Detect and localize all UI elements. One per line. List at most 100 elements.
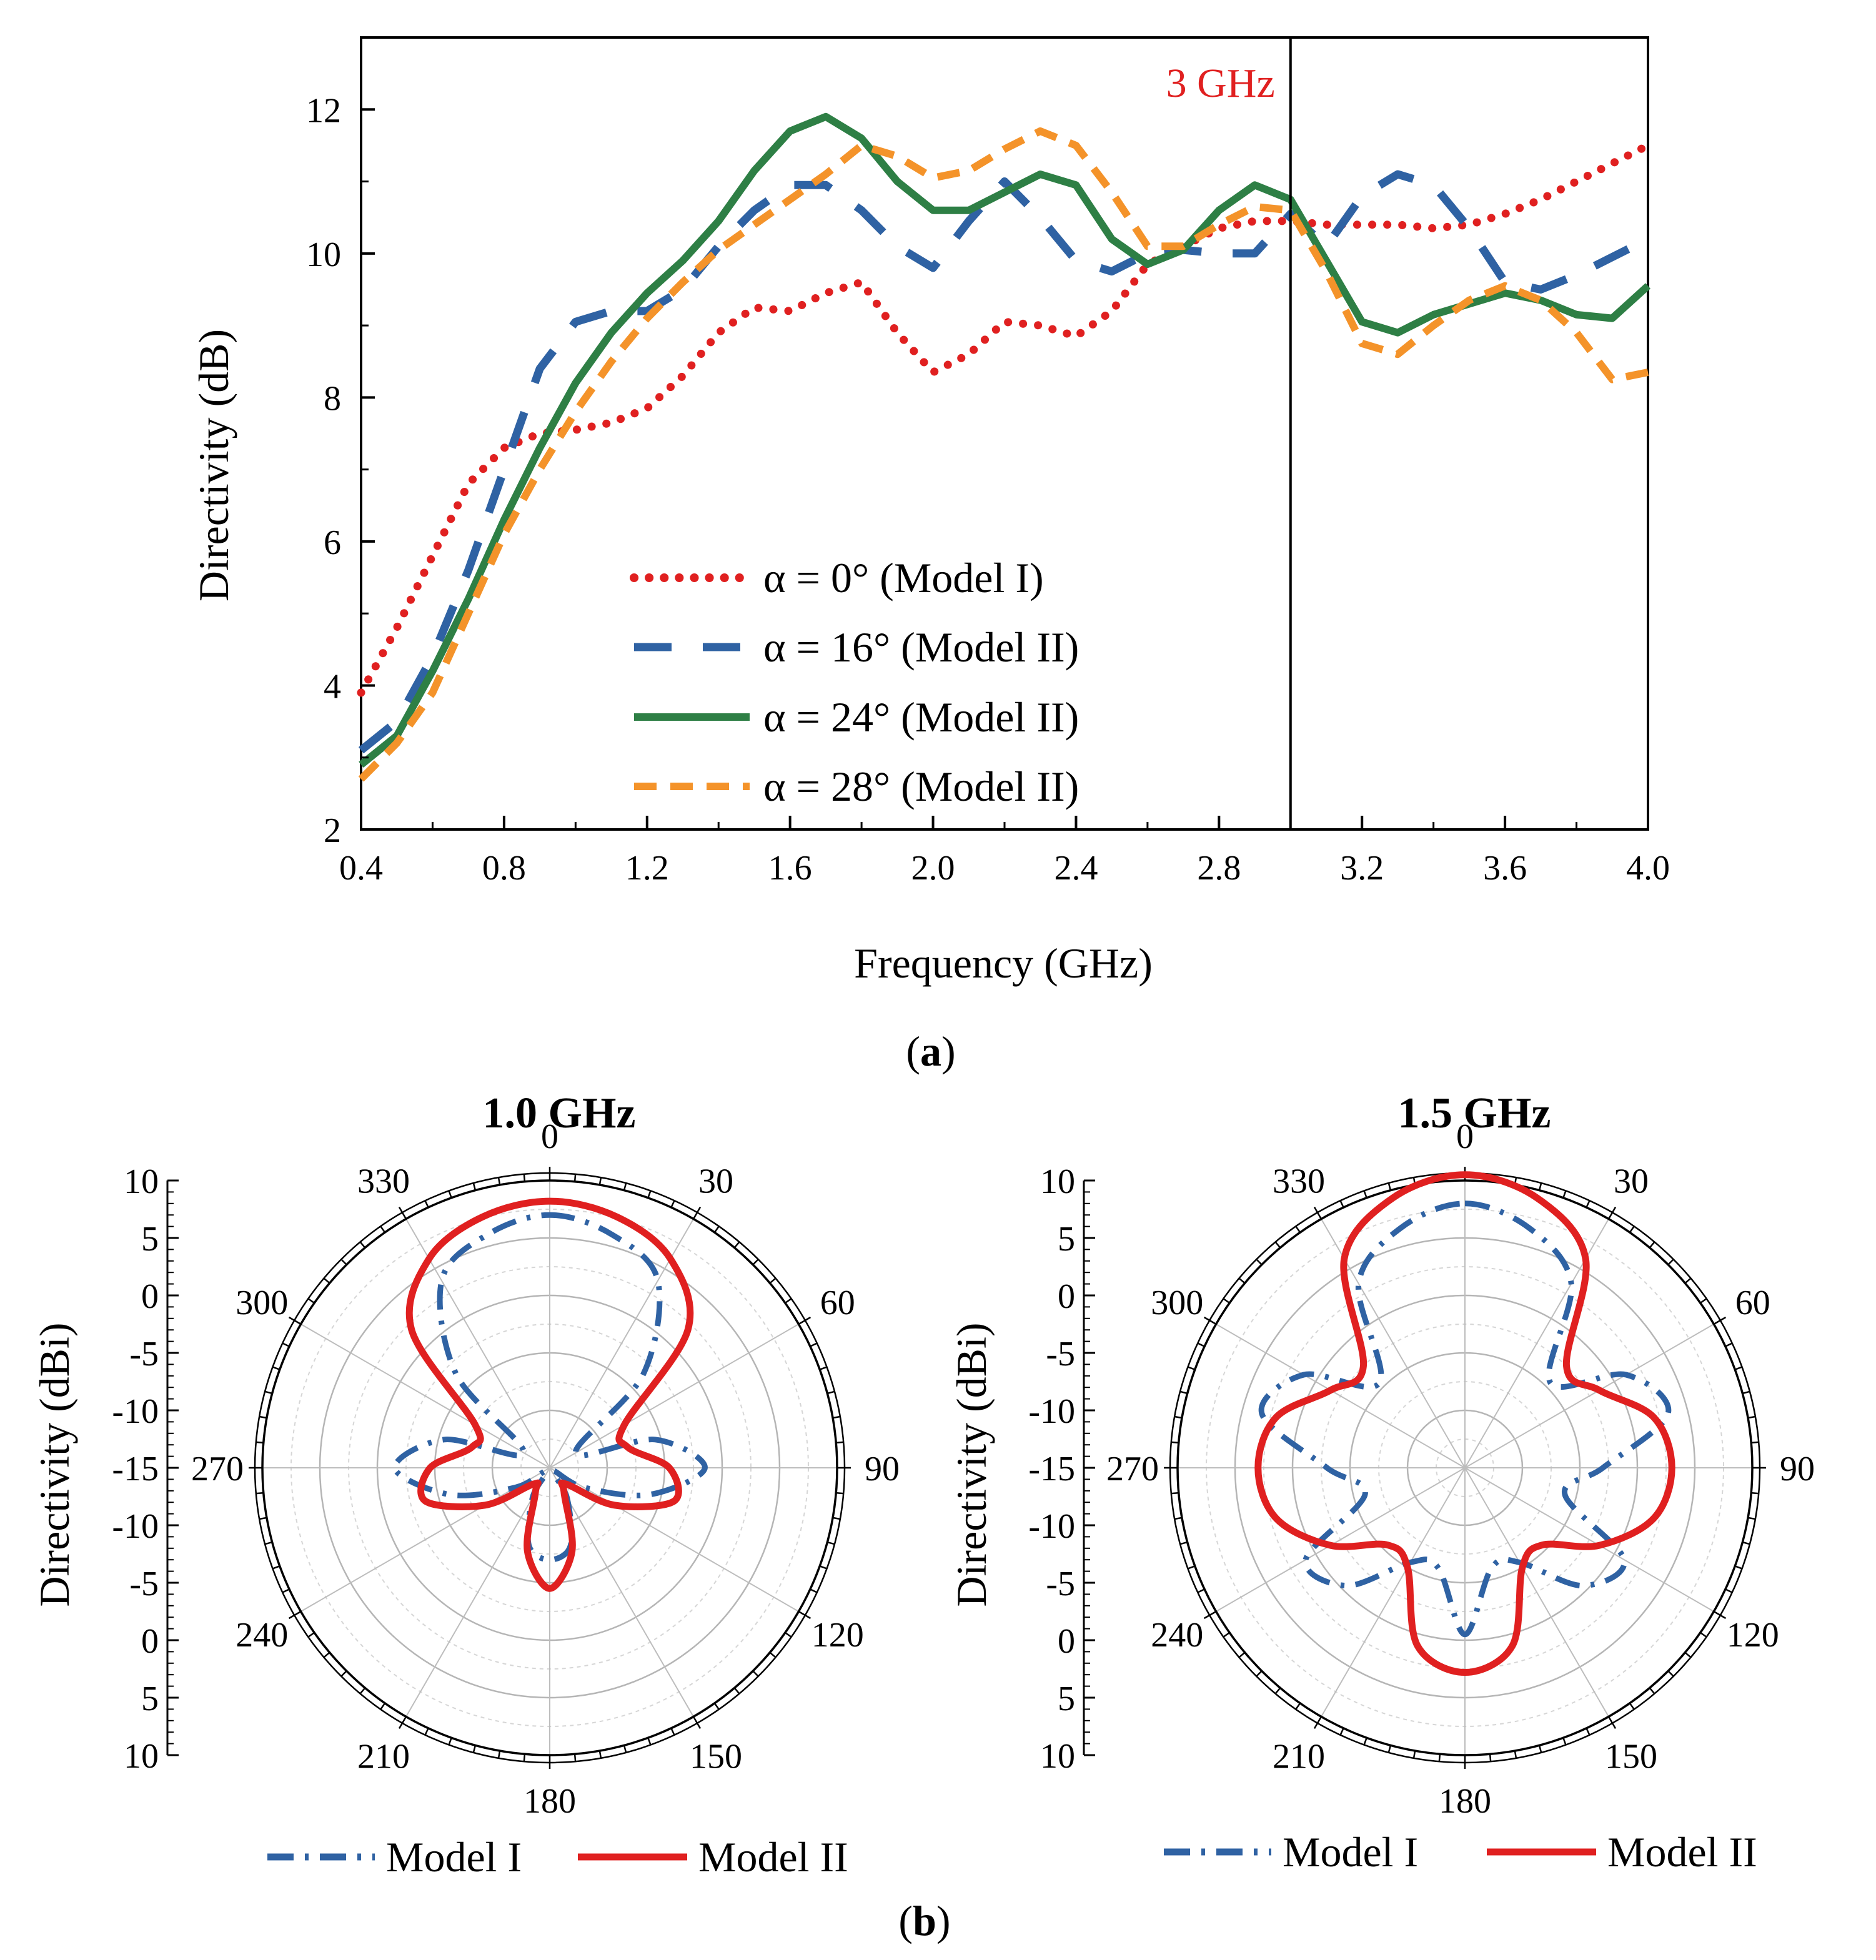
polar-angle-tick [1197, 1588, 1205, 1593]
polar-angle-tick [380, 1225, 386, 1233]
polar-angle-tick [272, 1366, 280, 1370]
polar-series-model-ii [1254, 1171, 1675, 1676]
polar-spoke [1216, 1324, 1466, 1468]
polar-angle-tick [1747, 1415, 1756, 1419]
polar-angle-tick [288, 1316, 302, 1325]
polar-angle-label: 270 [191, 1450, 244, 1488]
polar-angle-label: 30 [698, 1162, 733, 1200]
polar-angle-tick [832, 1517, 841, 1520]
polar-angle-tick [1514, 1750, 1517, 1759]
polar-angle-tick [1387, 1745, 1392, 1753]
polar-angle-tick [323, 1651, 330, 1658]
plot-a-xlabel: Frequency (GHz) [854, 939, 1153, 987]
polar-series-model-ii [405, 1197, 694, 1592]
polar-r-tick-label: 5 [1058, 1220, 1075, 1259]
polar-angle-label: 240 [1151, 1616, 1203, 1655]
polar-angle-tick [769, 1277, 777, 1284]
polar-angle-tick [1174, 1517, 1183, 1520]
polar-angle-label: 180 [524, 1782, 576, 1821]
y-tick-label: 12 [306, 91, 341, 130]
polar-r-tick-label: -5 [129, 1565, 159, 1603]
polar-angle-tick [1188, 1565, 1196, 1570]
polar-angle-tick [1274, 1687, 1281, 1695]
x-tick-label: 0.8 [482, 849, 526, 888]
legend-label-alpha-0: α = 0° (Model I) [763, 554, 1044, 601]
plot-a-legend: α = 0° (Model I) α = 16° (Model II) α = … [630, 554, 1079, 810]
polar-angle-label: 300 [236, 1284, 288, 1322]
polar-angle-tick [1203, 1316, 1217, 1325]
polar-angle-tick [1629, 1703, 1635, 1710]
polar-angle-tick [1274, 1241, 1281, 1249]
polar-spoke [300, 1467, 550, 1612]
polar-angle-tick [1725, 1588, 1733, 1593]
polar-angle-tick [598, 1177, 602, 1185]
polar-angle-label: 90 [1780, 1450, 1815, 1488]
polar-angle-tick [832, 1415, 841, 1419]
polar-angle-tick [1538, 1745, 1542, 1753]
polar-angle-tick [523, 1754, 526, 1762]
polar-angle-tick [1747, 1517, 1756, 1520]
polar-angle-tick [1607, 1716, 1617, 1730]
polar-angle-tick [733, 1241, 740, 1249]
polar-angle-tick [827, 1390, 835, 1395]
polar-angle-tick [472, 1745, 477, 1753]
caption-a: (a) [906, 1027, 955, 1075]
polar-angle-tick [1174, 1415, 1183, 1419]
polar-r-tick-label: -15 [1028, 1450, 1075, 1488]
polar-angle-tick [264, 1541, 272, 1545]
polar-angle-tick [1238, 1277, 1246, 1284]
polar-chart-1-5ghz: 1.5 GHz Directivity (dBi) 0 30 60 90 120 150 1… [948, 1089, 1815, 1876]
polar-series-model-i [1258, 1200, 1672, 1638]
polar-angle-label: 150 [690, 1738, 742, 1776]
polar-angle-tick [359, 1241, 366, 1249]
polar-angle-tick [282, 1588, 290, 1593]
polar-spoke [1216, 1467, 1466, 1612]
polar-angle-tick [810, 1588, 818, 1593]
polar-left-title: 1.0 GHz [483, 1089, 636, 1137]
polar-angle-tick [1586, 1728, 1591, 1736]
polar-angle-tick [497, 1750, 501, 1759]
x-tick-label: 3.2 [1340, 849, 1384, 888]
polar-r-tick-label: 10 [1040, 1737, 1075, 1776]
polar-angle-tick [1339, 1728, 1344, 1736]
polar-angle-tick [1538, 1182, 1542, 1190]
polar-angle-label: 270 [1106, 1450, 1159, 1488]
legend-label-model-ii: Model II [698, 1833, 848, 1881]
polar-r-tick-label: 10 [1040, 1162, 1075, 1201]
polar-angle-tick [1713, 1316, 1727, 1325]
polar-angle-tick [836, 1441, 844, 1444]
polar-angle-tick [1171, 1441, 1179, 1444]
polar-angle-tick [713, 1703, 720, 1710]
polar-angle-tick [1256, 1259, 1263, 1265]
polar-angle-tick [307, 1631, 315, 1638]
polar-angle-tick [256, 1441, 264, 1444]
polar-angle-tick [713, 1225, 720, 1233]
plot-a-series [357, 112, 1652, 782]
legend-label-model-i: Model I [386, 1833, 522, 1881]
polar-angle-tick [340, 1670, 347, 1677]
polar-angle-tick [827, 1541, 835, 1545]
legend-label-model-ii: Model II [1607, 1828, 1757, 1876]
polar-angle-label: 30 [1614, 1162, 1649, 1200]
series-line-2 [359, 112, 1651, 768]
polar-angle-tick [785, 1298, 792, 1304]
polar-right-title: 1.5 GHz [1398, 1089, 1551, 1137]
polar-angle-label: 60 [1735, 1284, 1770, 1322]
polar-angle-tick [1586, 1200, 1591, 1208]
polar-angle-tick [1734, 1565, 1742, 1570]
x-tick-label: 3.6 [1483, 849, 1527, 888]
polar-r-tick-label: 0 [141, 1277, 159, 1316]
polar-angle-label: 90 [865, 1450, 900, 1488]
polar-angle-tick [1700, 1631, 1707, 1638]
polar-angle-tick [1363, 1190, 1367, 1199]
polar-angle-tick [769, 1651, 777, 1658]
polar-angle-tick [785, 1631, 792, 1638]
x-tick-label: 2.8 [1197, 849, 1241, 888]
polar-angle-tick [1223, 1298, 1230, 1304]
x-tick-label: 2.0 [911, 849, 955, 888]
y-tick-label: 10 [306, 235, 341, 274]
y-tick-label: 2 [324, 811, 341, 850]
polar-angle-label: 0 [541, 1117, 558, 1156]
polar-angle-tick [340, 1259, 347, 1265]
polar-angle-tick [1223, 1631, 1230, 1638]
